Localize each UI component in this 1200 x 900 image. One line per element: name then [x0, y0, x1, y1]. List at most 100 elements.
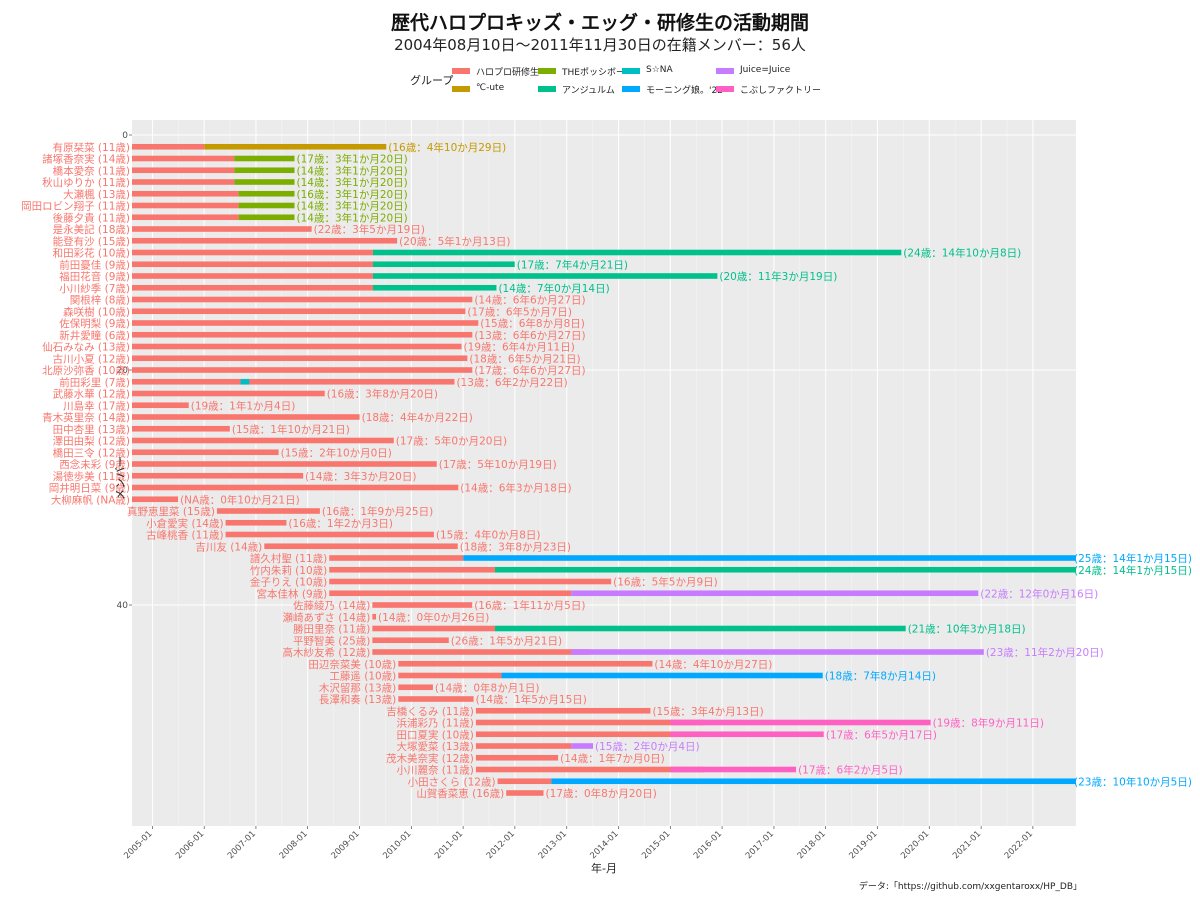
legend-swatch — [622, 68, 640, 74]
legend-swatch — [716, 68, 734, 74]
duration-label: (20歳：11年3か月19日) — [719, 270, 837, 283]
bar-kenshu — [398, 672, 502, 679]
x-tick-label: 2006-01 — [174, 829, 206, 861]
bar-poppo — [234, 179, 295, 185]
bar-kenshu — [132, 214, 239, 221]
x-tick-label: 2018-01 — [796, 829, 828, 861]
bar-sina — [240, 378, 250, 385]
legend-label: モーニング娘。'22 — [646, 86, 723, 96]
bar-kenshu — [132, 249, 373, 256]
duration-label: (19歳：1年1か月4日) — [191, 399, 296, 412]
member-name: 竹内朱莉 (10歳) — [250, 564, 327, 577]
y-tick-label: 20 — [117, 366, 129, 376]
bar-kenshu — [132, 155, 235, 162]
member-name: 諸塚香奈実 (14歳) — [42, 153, 130, 166]
duration-label: (14歳：3年1か月20日) — [297, 211, 408, 224]
bar-kenshu — [132, 437, 394, 444]
duration-label: (14歳：6年3か月18日) — [460, 482, 571, 495]
duration-label: (17歳：6年5か月7日) — [467, 305, 572, 318]
member-name: 関根梓 (8歳) — [70, 294, 130, 307]
bar-poppo — [234, 155, 295, 162]
duration-label: (22歳：3年5か月19日) — [314, 223, 425, 236]
member-name: 福田花音 (9歳) — [59, 270, 130, 283]
duration-label: (17歳：6年2か月5日) — [798, 764, 903, 777]
bar-angerme — [372, 261, 515, 268]
member-name: 大塚愛菜 (13歳) — [396, 740, 473, 753]
member-name: 長澤和奏 (13歳) — [319, 694, 396, 706]
member-name: 森咲樹 (10歳) — [63, 305, 130, 318]
bar-kenshu — [216, 508, 320, 514]
member-name: 小川紗季 (7歳) — [59, 283, 130, 295]
duration-label: (14歳：4年10か月27日) — [654, 658, 772, 671]
bar-morning — [463, 555, 1076, 561]
member-name: 大瀬楓 (13歳) — [63, 188, 130, 201]
bar-angerme — [372, 249, 902, 256]
duration-label: (13歳：6年2か月22日) — [456, 376, 567, 389]
bar-kenshu — [132, 237, 398, 244]
duration-label: (14歳：3年3か月20日) — [305, 470, 416, 483]
x-tick-label: 2017-01 — [744, 829, 776, 861]
x-tick-label: 2010-01 — [381, 829, 413, 861]
member-name: 山賀香菜恵 (16歳) — [416, 787, 504, 800]
bar-poppo — [238, 214, 295, 221]
bar-kenshu — [475, 719, 705, 726]
member-name: 平野智美 (25歳) — [293, 634, 370, 647]
duration-label: (16歳：5年5か月9日) — [613, 576, 718, 589]
bar-kenshu — [225, 519, 287, 526]
bar-kenshu — [372, 613, 377, 620]
duration-label: (14歳：6年6か月27日) — [474, 294, 585, 307]
legend-label: こぶしファクトリー — [740, 86, 822, 96]
member-name: 田口夏実 (10歳) — [396, 728, 473, 741]
member-name: 和田彩花 (10歳) — [53, 247, 130, 260]
bar-angerme — [372, 273, 718, 279]
bar-kenshu — [329, 578, 612, 585]
bar-kenshu — [132, 414, 360, 420]
legend-label: ハロプロ研修生 — [476, 68, 540, 78]
duration-label: (15歳：3年4か月13日) — [652, 705, 763, 718]
duration-label: (17歳：6年6か月27日) — [474, 364, 585, 377]
bar-kenshu — [372, 637, 449, 644]
x-tick-label: 2016-01 — [692, 829, 724, 861]
bar-kenshu — [132, 425, 230, 432]
bar-kenshu — [329, 555, 464, 561]
x-tick-label: 2019-01 — [847, 829, 879, 861]
bar-kenshu — [132, 390, 325, 397]
bar-morning — [551, 778, 1076, 785]
member-name: 佐保明梨 (9歳) — [59, 317, 130, 330]
x-tick-label: 2007-01 — [226, 829, 258, 861]
duration-label: (17歳：5年0か月20日) — [396, 435, 507, 448]
member-name: 真野恵里菜 (15歳) — [127, 505, 215, 518]
bar-kenshu — [132, 167, 235, 174]
x-tick-label: 2008-01 — [278, 829, 310, 861]
member-name: 秋山ゆりか (11歳) — [42, 176, 130, 189]
bar-kenshu — [497, 778, 552, 785]
duration-label: (14歳：3年1か月20日) — [297, 176, 408, 189]
bar-kenshu — [132, 296, 473, 303]
x-tick-label: 2021-01 — [951, 829, 983, 861]
duration-label: (17歳：0年8か月20日) — [546, 787, 657, 800]
legend-swatch — [622, 86, 640, 92]
member-name: 岡田ロビン翔子 (11歳) — [21, 200, 130, 213]
member-name: 譜久村聖 (11歳) — [250, 552, 327, 565]
bar-kenshu — [132, 484, 459, 491]
duration-label: (14歳：3年1か月20日) — [297, 200, 408, 213]
member-name: 古峰桃香 (11歳) — [146, 529, 223, 542]
legend-swatch — [452, 68, 470, 74]
x-axis-title: 年-月 — [591, 861, 617, 875]
chart-subtitle: 2004年08月10日～2011年11月30日の在籍メンバー：56人 — [394, 36, 806, 54]
bar-juice — [571, 590, 979, 597]
bar-kenshu — [225, 531, 434, 538]
bar-angerme — [372, 284, 497, 291]
duration-label: (19歳：6年4か月11日) — [464, 341, 575, 354]
bar-kenshu — [475, 731, 705, 738]
bar-kenshu — [132, 367, 473, 373]
member-name: 工藤遥 (10歳) — [329, 670, 396, 683]
bar-kenshu — [132, 202, 239, 209]
duration-label: (16歳：3年8か月20日) — [327, 388, 438, 401]
bar-kenshu — [132, 343, 462, 350]
bar-angerme — [495, 566, 1077, 573]
bar-kobushi — [670, 731, 824, 738]
member-name: 木沢留那 (13歳) — [319, 681, 396, 694]
duration-label: (19歳：8年9か月11日) — [933, 717, 1044, 730]
